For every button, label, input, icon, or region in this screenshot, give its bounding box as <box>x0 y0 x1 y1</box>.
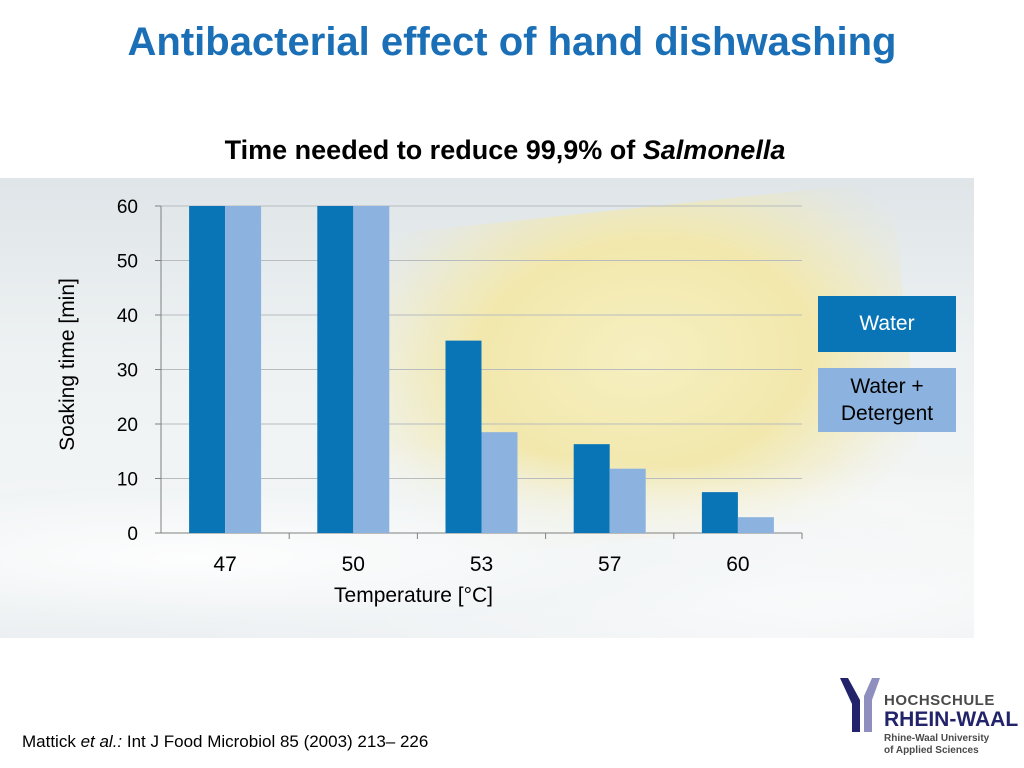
bar-chart: 0 10 20 30 40 50 60 47 50 53 57 60 Temperature [°C] S… <box>56 197 803 607</box>
logo-text-applied-sciences: of Applied Sciences <box>884 745 979 756</box>
bar-water-57 <box>573 444 610 533</box>
y-axis-label: Soaking time [min] <box>56 278 79 451</box>
legend-label-detergent-line2: Detergent <box>840 402 934 425</box>
bar-water-60 <box>701 492 738 533</box>
slide-title: Antibacterial effect of hand dishwashing <box>127 20 897 64</box>
x-tick-label-47: 47 <box>213 553 236 576</box>
bar-water-detergent-47 <box>225 206 262 533</box>
chart-title: Time needed to reduce 99,9% of Salmonell… <box>0 135 1010 166</box>
university-logo-icon <box>840 678 880 732</box>
bar-water-detergent-57 <box>609 468 646 533</box>
bar-water-detergent-53 <box>481 432 518 533</box>
bar-water-detergent-60 <box>737 517 774 533</box>
x-tick-label-50: 50 <box>342 553 365 576</box>
chart-title-prefix: Time needed to reduce 99,9% of <box>224 135 643 165</box>
x-tick-label-57: 57 <box>598 553 621 576</box>
logo-text-line2: RHEIN-WAAL <box>884 708 1019 731</box>
citation-author: Mattick <box>22 732 81 751</box>
y-tick-label-0: 0 <box>127 524 138 545</box>
y-tick-label-40: 40 <box>117 306 138 327</box>
y-tick-label-10: 10 <box>117 470 138 491</box>
legend-label-water: Water <box>859 312 915 335</box>
logo-text-line1: HOCHSCHULE <box>884 692 995 709</box>
bar-water-47 <box>189 206 226 533</box>
citation: Mattick et al.: Int J Food Microbiol 85 … <box>22 732 428 752</box>
citation-etal: et al.: <box>80 732 123 751</box>
legend-label-detergent-line1: Water + <box>850 375 924 398</box>
y-tick-label-50: 50 <box>117 252 138 273</box>
legend-item-water-detergent: Water + Detergent <box>818 368 956 432</box>
logo-text-line3: Rhine-Waal University of Applied Science… <box>884 733 1024 757</box>
background-photo <box>0 178 974 638</box>
x-tick-label-60: 60 <box>726 553 749 576</box>
bar-water-detergent-50 <box>353 206 390 533</box>
bar-water-50 <box>317 206 354 533</box>
y-tick-label-60: 60 <box>117 197 138 218</box>
citation-source: Int J Food Microbiol 85 (2003) 213– 226 <box>122 732 429 751</box>
y-tick-label-30: 30 <box>117 361 138 382</box>
logo-text-university: Rhine-Waal University <box>884 733 990 744</box>
legend-item-water: Water <box>818 296 956 352</box>
x-axis-label: Temperature [°C] <box>334 584 493 607</box>
y-tick-label-20: 20 <box>117 415 138 436</box>
bar-water-53 <box>445 340 482 533</box>
x-tick-label-53: 53 <box>470 553 493 576</box>
chart-title-italic: Salmonella <box>642 135 786 165</box>
